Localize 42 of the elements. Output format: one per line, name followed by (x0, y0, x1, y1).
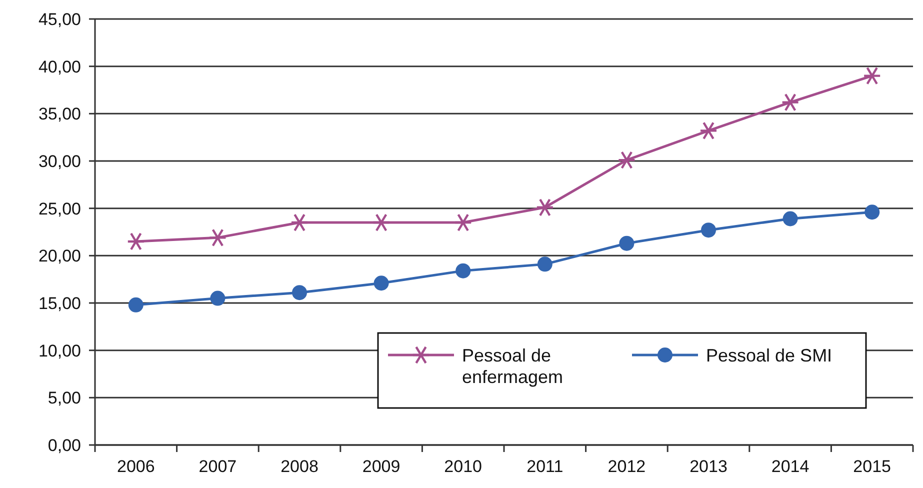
point (536, 198, 554, 216)
point (456, 263, 471, 278)
point (699, 122, 718, 140)
legend-label: Pessoal de enfermagem (462, 345, 564, 387)
point (619, 236, 634, 251)
y-tick-label: 5,00 (48, 388, 81, 408)
point (372, 213, 390, 232)
point (618, 150, 636, 170)
x-tick-label: 2011 (526, 457, 564, 476)
point (126, 232, 145, 251)
point (781, 93, 800, 112)
point (290, 213, 309, 232)
x-tick-label: 2015 (853, 457, 892, 476)
x-tick-label: 2013 (690, 457, 728, 476)
y-tick-label: 40,00 (38, 57, 81, 76)
point (782, 211, 798, 226)
y-tick-label: 25,00 (38, 199, 81, 218)
x-tick-label: 2009 (362, 457, 400, 476)
point (864, 204, 880, 220)
x-tick-label: 2006 (116, 457, 155, 476)
x-tick-label: 2007 (198, 457, 237, 476)
point (208, 228, 227, 247)
x-tick-label: 2012 (608, 457, 646, 476)
y-tick-label: 20,00 (38, 246, 81, 266)
point (454, 213, 472, 232)
y-tick-label: 45,00 (38, 10, 81, 29)
y-tick-label: 0,00 (48, 436, 81, 455)
point (210, 290, 226, 306)
y-tick-label: 35,00 (38, 104, 81, 124)
legend-label: Pessoal de SMI (706, 345, 832, 366)
point (374, 276, 389, 291)
point (701, 222, 716, 238)
y-tick-label: 30,00 (38, 152, 81, 171)
y-tick-label: 10,00 (38, 341, 81, 360)
x-tick-label: 2010 (444, 457, 482, 476)
x-tick-label: 2008 (280, 457, 318, 476)
point (292, 285, 307, 300)
point (537, 256, 552, 272)
point (863, 66, 882, 85)
point (128, 297, 144, 312)
y-tick-label: 15,00 (38, 294, 81, 313)
x-tick-label: 2014 (771, 457, 810, 476)
